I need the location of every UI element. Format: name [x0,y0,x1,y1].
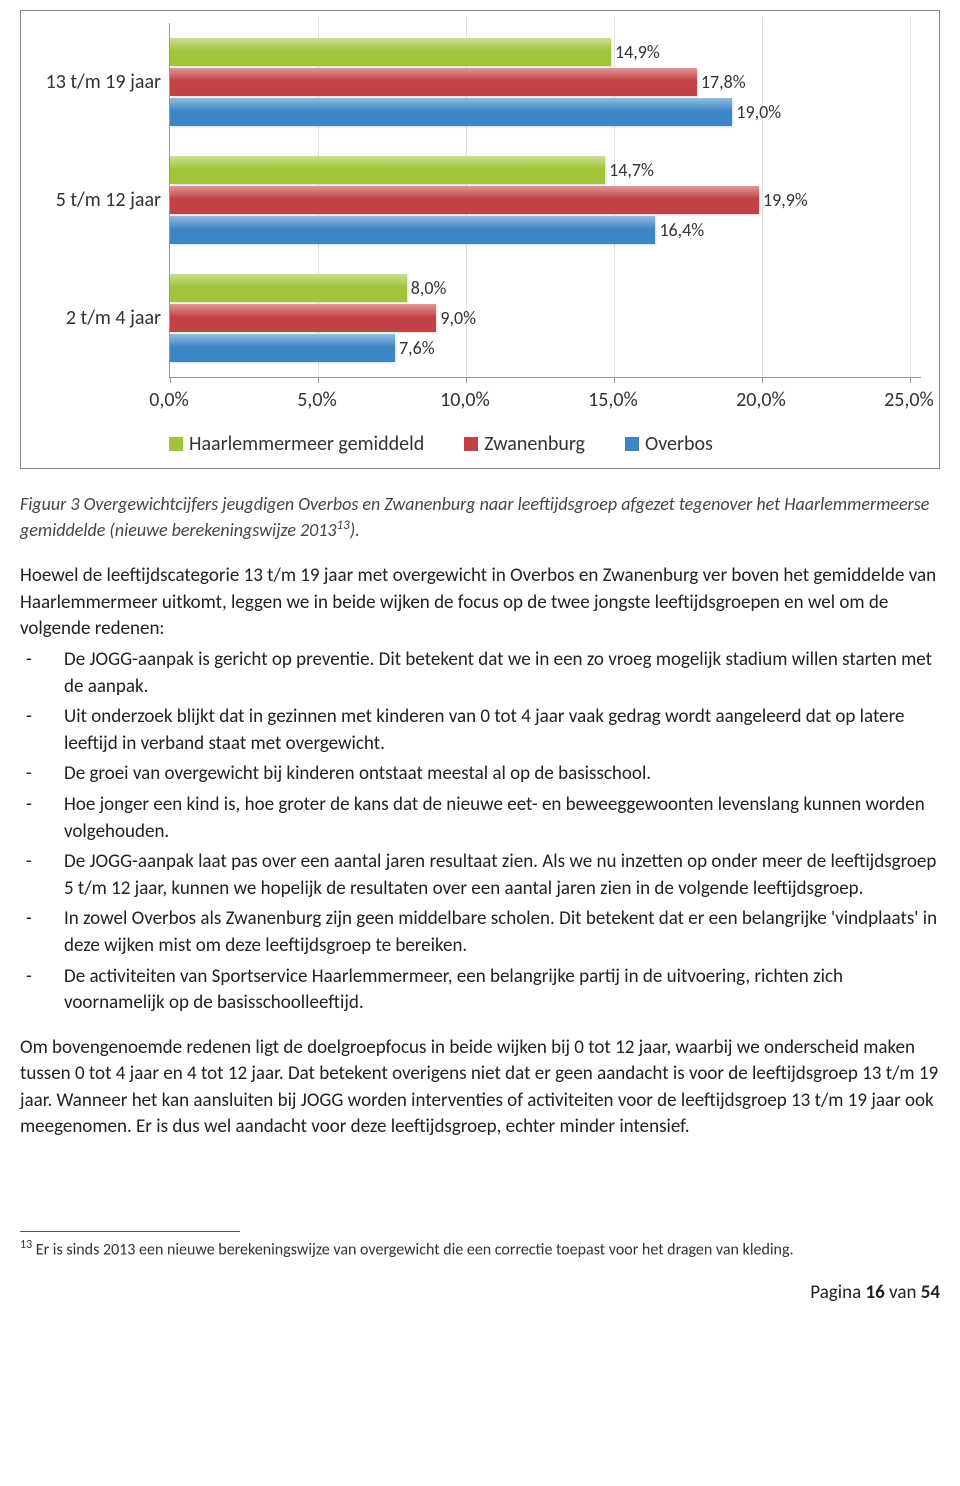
pagenum-of: van [885,1281,921,1304]
bullet-text: De groei van overgewicht bij kinderen on… [64,761,940,788]
bar-row: 19,0% [170,98,921,126]
bar-row: 19,9% [170,186,921,214]
outro-paragraph: Om bovengenoemde redenen ligt de doelgro… [20,1035,940,1141]
bullet-dash: - [20,792,64,845]
bar-value-label: 9,0% [440,307,476,329]
bullet-text: Hoe jonger een kind is, hoe groter de ka… [64,792,940,845]
bar-row: 14,7% [170,156,921,184]
bar [170,186,759,214]
legend-swatch [169,437,183,451]
caption-text: Figuur 3 Overgewichtcijfers jeugdigen Ov… [20,493,929,541]
y-axis-category: 5 t/m 12 jaar [29,141,169,259]
tick-mark [614,377,615,383]
list-item: -De JOGG-aanpak is gericht op preventie.… [20,647,940,700]
footnote-sup: 13 [20,1238,32,1252]
page-number: Pagina 16 van 54 [20,1281,940,1304]
bullet-list: -De JOGG-aanpak is gericht op preventie.… [20,647,940,1017]
legend-swatch [464,437,478,451]
bar-value-label: 16,4% [659,219,704,241]
list-item: -Hoe jonger een kind is, hoe groter de k… [20,792,940,845]
bullet-dash: - [20,647,64,700]
plot-area: 14,9% 17,8% 19,0% 14,7% 19,9% 16,4% 8,0% 9,0%7,… [169,23,921,378]
intro-paragraph: Hoewel de leeftijdscategorie 13 t/m 19 j… [20,563,940,643]
bullet-dash: - [20,849,64,902]
pagenum-current: 16 [865,1281,884,1304]
pagenum-prefix: Pagina [810,1281,865,1304]
bullet-dash: - [20,761,64,788]
x-tick-label: 25,0% [884,388,934,412]
bar-value-label: 8,0% [411,277,447,299]
bar-group: 14,9% 17,8% 19,0% [170,23,921,141]
bullet-dash: - [20,906,64,959]
bullet-text: Uit onderzoek blijkt dat in gezinnen met… [64,704,940,757]
bar [170,274,407,302]
bar-value-label: 17,8% [701,71,746,93]
x-tick-label: 20,0% [736,388,786,412]
caption-sup: 13 [337,518,350,533]
x-tick-label: 15,0% [588,388,638,412]
body-text: Hoewel de leeftijdscategorie 13 t/m 19 j… [20,563,940,1141]
bullet-text: De JOGG-aanpak is gericht op preventie. … [64,647,940,700]
bar [170,216,655,244]
footnote-text: Er is sinds 2013 een nieuwe berekeningsw… [32,1240,793,1259]
legend-label: Overbos [645,432,713,456]
bar [170,304,436,332]
list-item: -In zowel Overbos als Zwanenburg zijn ge… [20,906,940,959]
bullet-dash: - [20,704,64,757]
legend-item: Haarlemmermeer gemiddeld [169,432,424,456]
x-tick-label: 0,0% [149,388,189,412]
bar-row: 8,0% [170,274,921,302]
bar-value-label: 14,7% [609,159,654,181]
chart-inner: 13 t/m 19 jaar5 t/m 12 jaar2 t/m 4 jaar … [29,23,921,378]
bullet-text: In zowel Overbos als Zwanenburg zijn gee… [64,906,940,959]
bar-row: 17,8% [170,68,921,96]
y-axis-labels: 13 t/m 19 jaar5 t/m 12 jaar2 t/m 4 jaar [29,23,169,378]
legend-swatch [625,437,639,451]
chart-overgewicht: 13 t/m 19 jaar5 t/m 12 jaar2 t/m 4 jaar … [20,10,940,469]
tick-mark [466,377,467,383]
bar-value-label: 14,9% [615,41,660,63]
x-tick-label: 10,0% [440,388,490,412]
caption-suffix: ). [350,519,360,541]
bar-row: 16,4% [170,216,921,244]
bar-row: 9,0% [170,304,921,332]
figure-caption: Figuur 3 Overgewichtcijfers jeugdigen Ov… [20,491,940,543]
bar-group: 14,7% 19,9% 16,4% [170,141,921,259]
bar [170,38,611,66]
footnote-rule [20,1231,240,1232]
bar-row: 7,6% [170,334,921,362]
tick-mark [762,377,763,383]
list-item: -Uit onderzoek blijkt dat in gezinnen me… [20,704,940,757]
y-axis-category: 13 t/m 19 jaar [29,23,169,141]
bar-value-label: 7,6% [399,337,435,359]
legend-label: Haarlemmermeer gemiddeld [189,432,424,456]
list-item: -De groei van overgewicht bij kinderen o… [20,761,940,788]
bar-value-label: 19,9% [763,189,808,211]
bullet-text: De activiteiten van Sportservice Haarlem… [64,964,940,1017]
tick-mark [170,377,171,383]
x-axis: 0,0%5,0%10,0%15,0%20,0%25,0% [169,388,921,414]
x-tick-label: 5,0% [297,388,337,412]
bar-value-label: 19,0% [736,101,781,123]
list-item: -De JOGG-aanpak laat pas over een aantal… [20,849,940,902]
legend-item: Zwanenburg [464,432,585,456]
bar [170,68,697,96]
bar-group: 8,0% 9,0%7,6% [170,259,921,377]
y-axis-category: 2 t/m 4 jaar [29,259,169,377]
chart-legend: Haarlemmermeer gemiddeld Zwanenburg Overbo… [169,432,921,456]
bullet-dash: - [20,964,64,1017]
footnote: 13 Er is sinds 2013 een nieuwe berekenin… [20,1238,940,1259]
list-item: -De activiteiten van Sportservice Haarle… [20,964,940,1017]
legend-item: Overbos [625,432,713,456]
bar [170,98,732,126]
bar-row: 14,9% [170,38,921,66]
tick-mark [318,377,319,383]
bar [170,334,395,362]
legend-label: Zwanenburg [484,432,585,456]
tick-mark [910,377,911,383]
bar [170,156,605,184]
pagenum-total: 54 [921,1281,940,1304]
bullet-text: De JOGG-aanpak laat pas over een aantal … [64,849,940,902]
